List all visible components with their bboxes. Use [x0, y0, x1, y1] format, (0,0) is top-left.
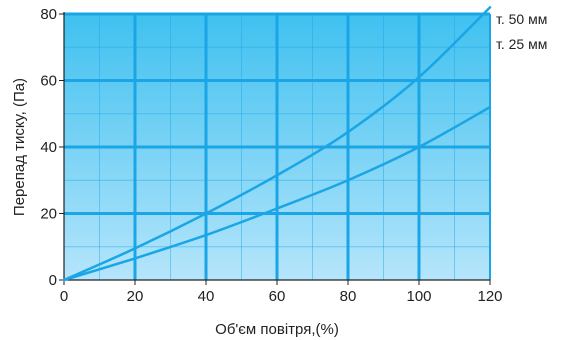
series-line-2 [62, 105, 492, 282]
y-tick-label: 60 [40, 73, 57, 90]
x-tick-labels: 0 20 40 60 80 100 120 [60, 288, 503, 305]
grid [64, 12, 491, 280]
series-line-1 [62, 6, 492, 282]
y-tick-labels: 0 20 40 60 80 [40, 6, 57, 289]
series-lines [62, 6, 492, 282]
y-axis-title: Перепад тиску, (Па) [11, 78, 28, 216]
series-label-1: т. 50 мм [496, 11, 547, 27]
y-tick-label: 0 [49, 272, 57, 289]
x-tick-label: 100 [406, 288, 431, 305]
x-tick-label: 20 [127, 288, 144, 305]
y-tick-label: 20 [40, 206, 57, 223]
axes [59, 12, 491, 285]
x-tick-label: 80 [340, 288, 357, 305]
y-tick-label: 40 [40, 139, 57, 156]
x-tick-label: 0 [60, 288, 68, 305]
x-axis-title: Об'єм повітря,(%) [215, 321, 339, 338]
series-labels: т. 50 мм т. 25 мм [496, 11, 547, 52]
x-tick-label: 40 [198, 288, 215, 305]
y-tick-label: 80 [40, 6, 57, 23]
x-tick-label: 60 [269, 288, 286, 305]
series-label-2: т. 25 мм [496, 36, 547, 52]
x-tick-label: 120 [477, 288, 502, 305]
